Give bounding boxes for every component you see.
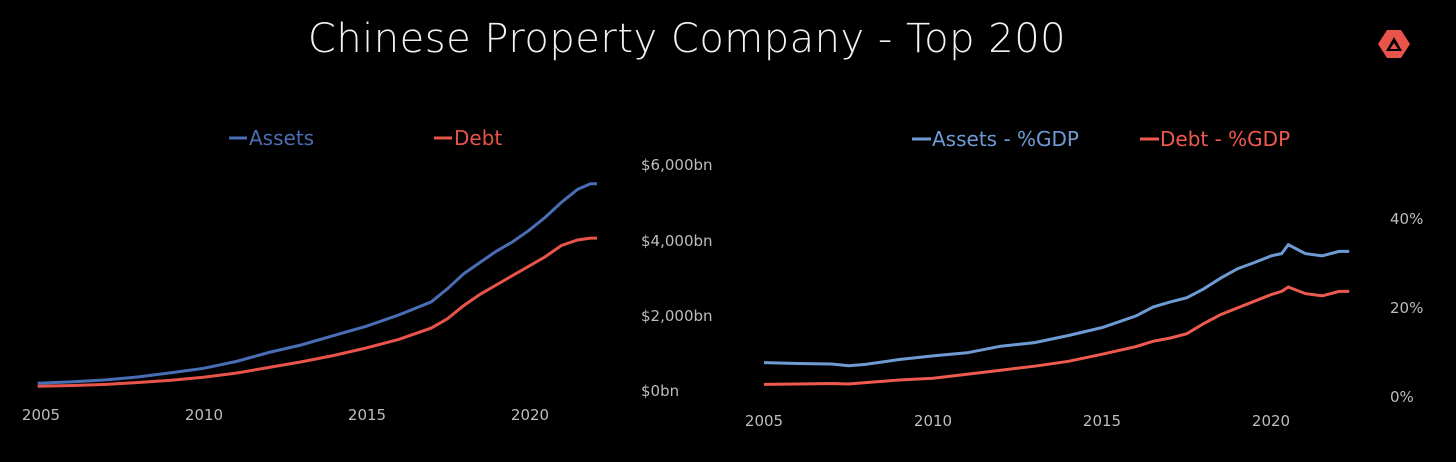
triangle-logo-icon xyxy=(1378,30,1410,58)
series-line-assets-pct-gdp xyxy=(763,242,1350,368)
x-tick-2005: 2005 xyxy=(22,406,60,424)
page-title: Chinese Property Company - Top 200 xyxy=(307,16,1067,62)
x-tick-2005: 2005 xyxy=(745,412,783,430)
y-axis-ticks: 0% 20% 40% xyxy=(1390,210,1423,406)
y-tick-20pct: 20% xyxy=(1390,299,1423,317)
x-tick-2010: 2010 xyxy=(185,406,223,424)
y-tick-40pct: 40% xyxy=(1390,210,1423,228)
y-tick-6000bn: $6,000bn xyxy=(641,156,713,174)
assets-debt-chart: Assets Debt 2005 2010 2015 2020 $0bn $2,… xyxy=(22,126,713,424)
y-tick-4000bn: $4,000bn xyxy=(641,232,713,250)
x-tick-2010: 2010 xyxy=(914,412,952,430)
legend-label-assets: Assets xyxy=(249,126,314,150)
x-axis-ticks: 2005 2010 2015 2020 xyxy=(22,406,549,424)
legend: Assets Debt xyxy=(229,126,502,150)
y-tick-2000bn: $2,000bn xyxy=(641,307,713,325)
legend-label-debt-pct-gdp: Debt - %GDP xyxy=(1160,127,1290,151)
legend-label-assets-pct-gdp: Assets - %GDP xyxy=(932,127,1079,151)
series-line-assets xyxy=(37,182,597,385)
x-axis-ticks: 2005 2010 2015 2020 xyxy=(745,412,1290,430)
x-tick-2020: 2020 xyxy=(511,406,549,424)
series-line-debt-pct-gdp xyxy=(763,285,1350,386)
x-tick-2015: 2015 xyxy=(348,406,386,424)
y-tick-0bn: $0bn xyxy=(641,382,679,400)
series-line-debt xyxy=(37,236,597,388)
y-tick-0pct: 0% xyxy=(1390,388,1414,406)
x-tick-2020: 2020 xyxy=(1252,412,1290,430)
x-tick-2015: 2015 xyxy=(1083,412,1121,430)
legend-label-debt: Debt xyxy=(454,126,502,150)
pct-gdp-chart: Assets - %GDP Debt - %GDP 2005 2010 2015… xyxy=(745,127,1423,430)
legend: Assets - %GDP Debt - %GDP xyxy=(912,127,1290,151)
y-axis-ticks: $0bn $2,000bn $4,000bn $6,000bn xyxy=(641,156,713,400)
